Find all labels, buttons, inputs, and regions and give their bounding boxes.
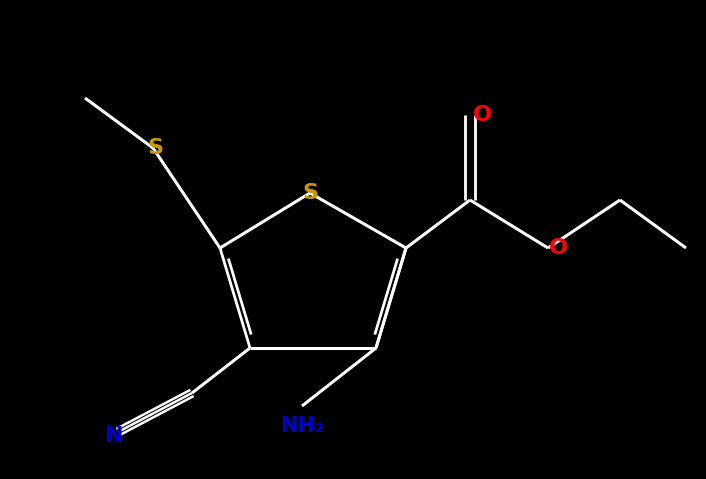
Text: O: O	[549, 238, 568, 258]
Text: N: N	[104, 426, 124, 446]
Text: S: S	[147, 138, 163, 158]
Text: O: O	[472, 105, 491, 125]
Text: S: S	[302, 183, 318, 203]
Text: NH₂: NH₂	[280, 416, 324, 436]
